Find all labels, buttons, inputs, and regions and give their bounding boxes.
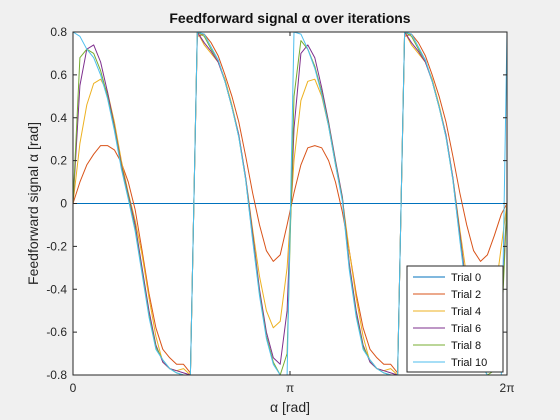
y-tick-label: -0.8 (46, 368, 67, 382)
y-tick-label: 0.8 (50, 25, 67, 39)
y-tick-label: -0.6 (46, 325, 67, 339)
x-tick-label: π (286, 381, 294, 395)
y-tick-label: -0.4 (46, 282, 67, 296)
y-tick-label: 0 (60, 197, 67, 211)
legend-entry-label: Trial 10 (451, 357, 487, 369)
ticks-layer: 0 π 2π 0.8 0.6 0.4 0.2 0 -0.2 -0.4 -0.6 -0.8 (46, 25, 514, 395)
legend: Trial 0 Trial 2 Trial 4 Trial 6 Trial 8 Trial… (406, 265, 504, 373)
y-axis-label: Feedforward signal α [rad] (25, 122, 41, 285)
series-layer (72, 31, 508, 376)
chart-title: Feedforward signal α over iterations (169, 10, 410, 26)
legend-box (406, 265, 504, 373)
x-tick-label: 2π (500, 381, 515, 395)
series-line-trial-10 (72, 31, 508, 376)
y-tick-label: -0.2 (46, 239, 67, 253)
x-tick-label: 0 (70, 381, 77, 395)
y-tick-label: 0.6 (50, 68, 67, 82)
legend-entry-label: Trial 2 (451, 289, 481, 301)
legend-entry-label: Trial 8 (451, 340, 481, 352)
legend-entry-label: Trial 6 (451, 323, 481, 335)
y-tick-label: 0.4 (50, 111, 67, 125)
legend-entry-label: Trial 0 (451, 272, 481, 284)
x-axis-label: α [rad] (270, 399, 310, 415)
y-tick-label: 0.2 (50, 154, 67, 168)
legend-entry-label: Trial 4 (451, 306, 481, 318)
